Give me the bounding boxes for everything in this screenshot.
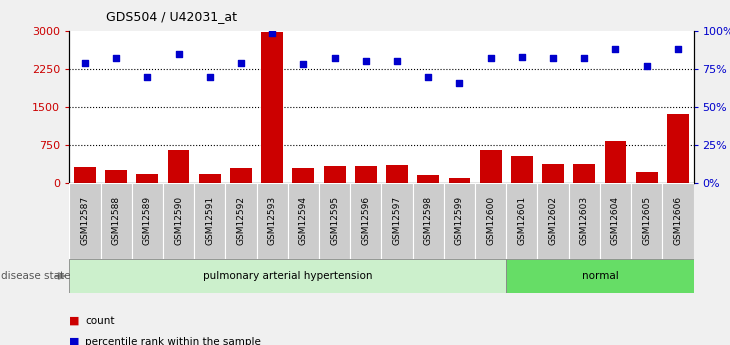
Bar (542, 164, 564, 183)
Bar (480, 150, 502, 183)
Point (578, 56, 590, 61)
Text: count: count (85, 316, 115, 326)
Bar (355, 166, 377, 183)
Bar (662, 183, 694, 259)
Bar (386, 165, 408, 183)
Bar (137, 174, 158, 183)
Text: GSM12605: GSM12605 (642, 196, 651, 245)
Bar (600, 183, 631, 259)
Bar (507, 259, 694, 293)
Point (266, 30, 278, 35)
Bar (573, 164, 595, 183)
Point (672, 47, 684, 52)
Point (235, 60, 247, 66)
Bar (69, 183, 101, 259)
Bar (131, 183, 163, 259)
Point (516, 54, 528, 60)
Text: GSM12604: GSM12604 (611, 196, 620, 245)
Bar (323, 166, 345, 183)
Bar (381, 183, 412, 259)
Point (328, 56, 340, 61)
Point (79, 60, 91, 66)
Text: GSM12597: GSM12597 (393, 196, 402, 245)
Point (298, 62, 310, 67)
Bar (667, 114, 689, 183)
Bar (350, 183, 381, 259)
Bar (69, 259, 507, 293)
Bar (293, 168, 315, 183)
Text: GSM12588: GSM12588 (112, 196, 120, 245)
Text: GSM12600: GSM12600 (486, 196, 495, 245)
Text: GSM12593: GSM12593 (268, 196, 277, 245)
Bar (537, 183, 569, 259)
Bar (507, 183, 537, 259)
Point (204, 74, 215, 79)
Bar (105, 170, 127, 183)
Text: GSM12590: GSM12590 (174, 196, 183, 245)
Bar (511, 156, 533, 183)
Text: GSM12601: GSM12601 (518, 196, 526, 245)
Bar (168, 150, 190, 183)
Text: GDS504 / U42031_at: GDS504 / U42031_at (106, 10, 237, 23)
Point (453, 80, 465, 86)
Point (360, 59, 372, 64)
Bar (636, 172, 658, 183)
Text: ■: ■ (69, 316, 80, 326)
Bar (74, 167, 96, 183)
Point (485, 56, 496, 61)
Bar (569, 183, 600, 259)
Text: GSM12595: GSM12595 (330, 196, 339, 245)
Point (391, 59, 403, 64)
Text: GSM12596: GSM12596 (361, 196, 370, 245)
Text: normal: normal (582, 271, 618, 281)
Bar (412, 183, 444, 259)
Text: GSM12603: GSM12603 (580, 196, 589, 245)
Bar (194, 183, 226, 259)
Text: GSM12589: GSM12589 (143, 196, 152, 245)
Point (423, 74, 434, 79)
Bar (163, 183, 194, 259)
Text: GSM12591: GSM12591 (205, 196, 215, 245)
Text: pulmonary arterial hypertension: pulmonary arterial hypertension (203, 271, 372, 281)
Text: GSM12599: GSM12599 (455, 196, 464, 245)
Text: GSM12602: GSM12602 (548, 196, 558, 245)
Text: GSM12587: GSM12587 (80, 196, 90, 245)
Text: GSM12592: GSM12592 (237, 196, 245, 245)
Text: GSM12598: GSM12598 (423, 196, 433, 245)
Bar (604, 141, 626, 183)
Point (641, 63, 653, 69)
Point (110, 56, 122, 61)
Bar (444, 183, 475, 259)
Bar (418, 175, 439, 183)
Point (173, 51, 185, 57)
Bar (101, 183, 132, 259)
Text: GSM12606: GSM12606 (673, 196, 683, 245)
Point (142, 74, 153, 79)
Bar (261, 32, 283, 183)
Text: disease state: disease state (1, 271, 70, 281)
Bar (226, 183, 257, 259)
Bar (230, 168, 252, 183)
Bar (199, 174, 220, 183)
Point (610, 47, 621, 52)
Bar (319, 183, 350, 259)
Text: percentile rank within the sample: percentile rank within the sample (85, 337, 261, 345)
Bar (288, 183, 319, 259)
Bar (448, 178, 470, 183)
Point (548, 56, 559, 61)
Bar (631, 183, 662, 259)
Text: ■: ■ (69, 337, 80, 345)
Bar (257, 183, 288, 259)
Bar (475, 183, 507, 259)
Text: GSM12594: GSM12594 (299, 196, 308, 245)
